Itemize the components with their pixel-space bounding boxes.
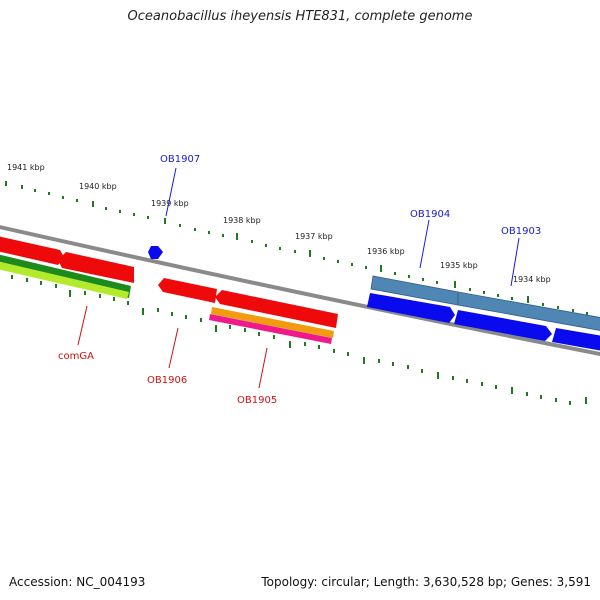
gene-label-ob1905: OB1905 [237,395,277,406]
gene-ob1905-orange[interactable] [211,307,334,338]
gene-label-ob1907: OB1907 [160,154,200,165]
ob1907-callout-line [165,167,177,217]
gene-label-ob1903: OB1903 [501,226,541,237]
map-title: Oceanobacillus iheyensis HTE831, complet… [127,9,473,24]
kbp-label-1935: 1935 kbp [440,261,478,270]
gene-ob1905[interactable] [209,314,332,344]
kbp-label-1934: 1934 kbp [513,275,551,284]
gene-red-left[interactable] [0,236,64,265]
lower-tick-track [11,275,587,405]
accession-text: Accession: NC_004193 [9,575,146,589]
gene-red-mid[interactable] [58,252,134,283]
gene-ob1906[interactable] [158,278,217,303]
ob1906-callout-line [168,327,179,369]
ob1904-callout-line [419,219,430,269]
gene-blue-3[interactable] [552,328,600,351]
genome-summary-text: Topology: circular; Length: 3,630,528 bp… [261,575,591,589]
kbp-label-1939: 1939 kbp [151,199,189,208]
kbp-label-1938: 1938 kbp [223,216,261,225]
upper-tick-track [5,181,588,315]
gene-ob1907[interactable] [148,246,163,259]
ob1905-callout-line [258,347,268,389]
comga-callout-line [77,305,88,346]
kbp-label-1937: 1937 kbp [295,232,333,241]
gene-blue-2[interactable] [454,310,552,341]
kbp-label-1940: 1940 kbp [79,182,117,191]
gene-blue-1[interactable] [367,293,455,323]
gene-label-ob1904: OB1904 [410,209,450,220]
genome-backbone [0,225,600,357]
ob1903-callout-line [510,237,520,287]
kbp-label-1941: 1941 kbp [7,163,45,172]
gene-label-ob1906: OB1906 [147,375,187,386]
gene-red-right[interactable] [215,290,338,328]
gene-comga-light[interactable] [0,261,129,299]
kbp-label-1936: 1936 kbp [367,247,405,256]
gene-ob1903[interactable] [457,291,600,331]
gene-label-comga: comGA [58,351,94,362]
